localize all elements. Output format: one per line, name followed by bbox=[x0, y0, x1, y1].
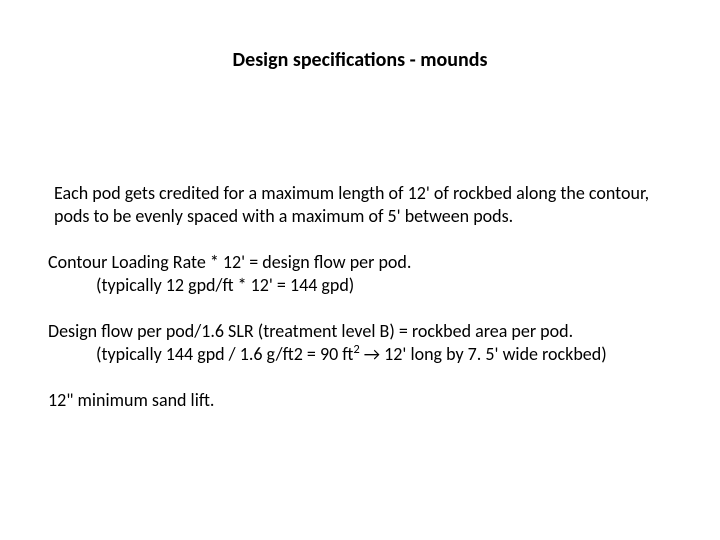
slide-body: Each pod gets credited for a maximum len… bbox=[48, 182, 672, 412]
paragraph-contour-loading: Contour Loading Rate * 12' = design flow… bbox=[48, 251, 672, 296]
p1-line1: Contour Loading Rate * 12' = design flow… bbox=[48, 251, 411, 273]
p2-line2: (typically 144 gpd / 1.6 g/ft2 = 90 ft2 … bbox=[48, 343, 672, 366]
intro-paragraph: Each pod gets credited for a maximum len… bbox=[54, 182, 672, 227]
p2-line1: Design flow per pod/1.6 SLR (treatment l… bbox=[48, 320, 573, 342]
p1-line2: (typically 12 gpd/ft * 12' = 144 gpd) bbox=[48, 274, 672, 297]
p2-l2-c: → 12' long by 7. 5' wide rockbed) bbox=[360, 343, 607, 365]
p2-l2-a: (typically 144 gpd / 1.6 g/ft bbox=[96, 343, 294, 365]
slide: Design specifications - mounds Each pod … bbox=[0, 0, 720, 540]
slide-title: Design specifications - mounds bbox=[48, 48, 672, 72]
p2-l2-b: 2 = 90 ft bbox=[294, 343, 354, 365]
paragraph-design-flow: Design flow per pod/1.6 SLR (treatment l… bbox=[48, 320, 672, 365]
paragraph-sand-lift: 12" minimum sand lift. bbox=[48, 389, 672, 412]
